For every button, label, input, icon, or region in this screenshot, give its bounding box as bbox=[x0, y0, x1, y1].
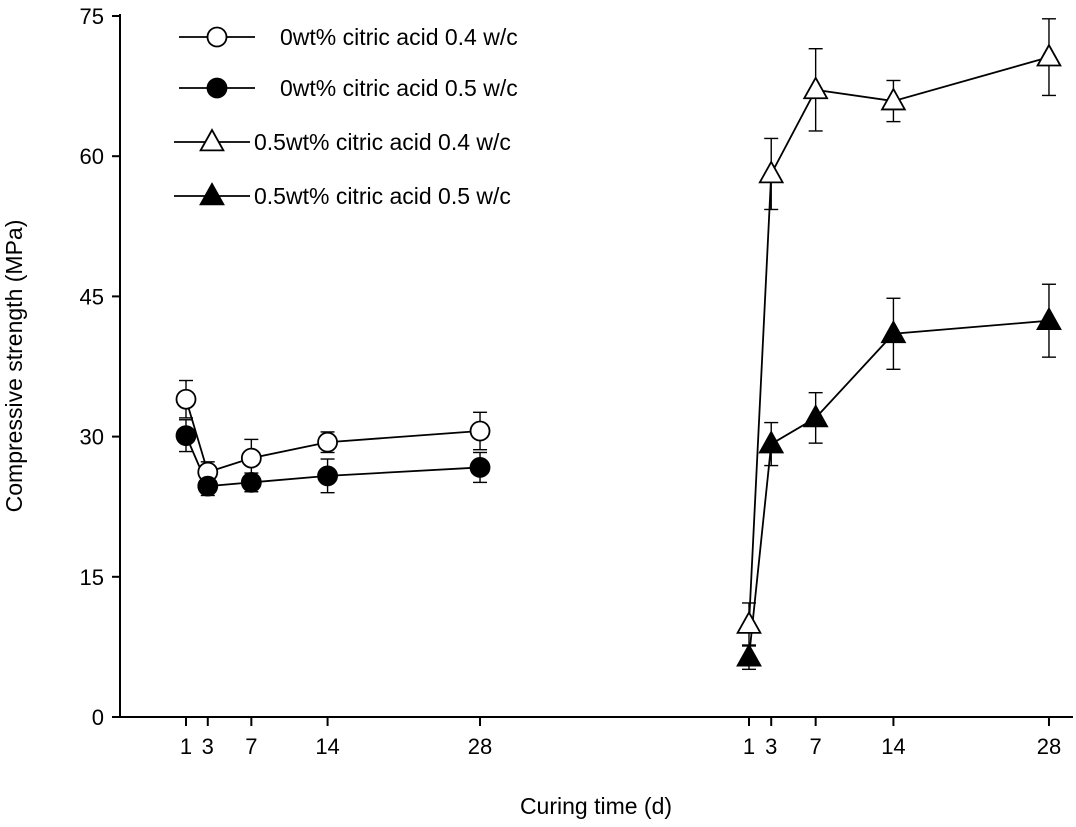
x-tick-label: 3 bbox=[202, 734, 214, 759]
x-tick-label: 28 bbox=[468, 734, 492, 759]
y-tick-label: 0 bbox=[92, 705, 104, 730]
series-line bbox=[748, 319, 1050, 658]
data-point bbox=[736, 610, 762, 634]
data-point bbox=[802, 404, 829, 428]
y-axis-title: Compressive strength (MPa) bbox=[1, 220, 27, 513]
x-tick-label: 3 bbox=[765, 734, 777, 759]
data-point bbox=[880, 87, 907, 111]
x-tick-label: 14 bbox=[315, 734, 339, 759]
data-point bbox=[240, 447, 262, 469]
data-point bbox=[240, 471, 262, 493]
legend-marker bbox=[206, 26, 228, 48]
legend-marker bbox=[199, 128, 225, 152]
y-tick-label: 60 bbox=[80, 144, 104, 169]
data-point bbox=[802, 75, 829, 100]
legend: 0wt% citric acid 0.4 w/c 0wt% citric acid… bbox=[174, 24, 518, 209]
data-point bbox=[317, 431, 338, 453]
data-point bbox=[880, 319, 907, 344]
legend-marker bbox=[199, 182, 225, 206]
data-point bbox=[758, 430, 785, 454]
data-point bbox=[175, 425, 197, 447]
data-point bbox=[758, 160, 785, 184]
data-point bbox=[197, 475, 219, 497]
y-tick-label: 30 bbox=[80, 425, 104, 450]
error-bars bbox=[179, 18, 1056, 671]
x-tick-label: 14 bbox=[881, 734, 905, 759]
x-tick-label: 7 bbox=[810, 734, 822, 759]
legend-label: 0.5wt% citric acid 0.5 w/c bbox=[254, 183, 511, 209]
x-axis-title: Curing time (d) bbox=[520, 793, 672, 819]
data-point bbox=[736, 643, 762, 667]
data-point bbox=[1036, 43, 1062, 67]
legend-label: 0wt% citric acid 0.5 w/c bbox=[280, 75, 518, 101]
data-point bbox=[469, 420, 491, 442]
x-tick-label: 28 bbox=[1037, 734, 1061, 759]
markers bbox=[175, 43, 1062, 667]
y-tick-label: 15 bbox=[80, 565, 104, 590]
data-point bbox=[1036, 306, 1062, 331]
legend-marker bbox=[206, 77, 228, 99]
legend-label: 0.5wt% citric acid 0.4 w/c bbox=[254, 129, 511, 155]
x-tick-label: 7 bbox=[245, 734, 257, 759]
data-point bbox=[317, 465, 338, 487]
x-tick-label: 1 bbox=[180, 734, 192, 759]
legend-label: 0wt% citric acid 0.4 w/c bbox=[280, 24, 518, 50]
x-tick-label: 1 bbox=[743, 734, 755, 759]
y-tick-label: 75 bbox=[80, 4, 104, 29]
y-tick-label: 45 bbox=[80, 284, 104, 309]
data-point bbox=[469, 457, 491, 478]
data-point bbox=[175, 388, 197, 410]
